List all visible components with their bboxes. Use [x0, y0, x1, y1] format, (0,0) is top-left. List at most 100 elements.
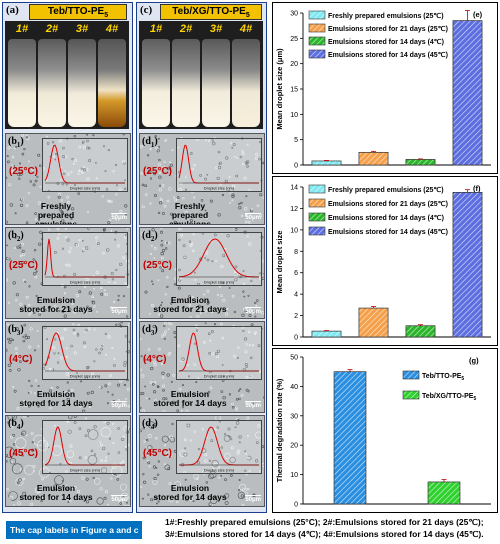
d-size-distribution-inset-3: Droplet size (nm) [176, 326, 262, 380]
d-inset-xlabel-2: Droplet size (nm) [204, 280, 235, 285]
chart-f-legend-label-2: Emulsions stored for 14 days (4℃) [328, 214, 444, 222]
b-panel-letter-close-1: ) [20, 136, 24, 147]
b-panel-letter-text-4: (b [8, 418, 17, 429]
b-distribution-curve-3 [44, 332, 125, 372]
chart-e-legend-label-1: Emulsions stored for 21 days (25℃) [328, 25, 448, 33]
d-inset-xlabel-4: Droplet size (nm) [204, 468, 235, 473]
d-panel-letter-close-3: ) [154, 324, 158, 335]
b-micrograph-texture-1 [6, 134, 128, 224]
b-caption-line-1-2: prepared emulsions [34, 210, 78, 225]
panel-c-title-text: Teb/XG/TTO-PE [172, 6, 246, 17]
d-panel-letter-close-1: ) [154, 136, 158, 147]
chart-e-panel-letter: (e) [473, 10, 483, 19]
chart-g-bar-0 [333, 371, 367, 505]
b-distribution-curve-1 [44, 144, 125, 184]
chart-f-legend-label-1: Emulsions stored for 21 days (25℃) [328, 200, 448, 208]
b-micrograph-1: Droplet size (nm) (b1) (25°C) Freshly prepar… [5, 133, 131, 225]
d-inset-svg-3: Droplet size (nm) [179, 332, 259, 379]
chart-e-bar-1 [358, 151, 389, 166]
d-panel-letter-close-2: ) [154, 230, 158, 241]
chart-g-panel-letter: (g) [469, 356, 479, 365]
vial-c-1-label: 1# [149, 23, 163, 35]
d-size-distribution-inset-4: Droplet size (nm) [176, 420, 262, 474]
b-temperature-label-2: (25°C) [9, 260, 39, 271]
chart-g-legend-label-0: Teb/TTO-PE5 [422, 373, 464, 382]
chart-g-bar-1 [427, 481, 461, 505]
b-micrograph-4: Droplet size (nm) (b4) (45°C) Emulsion store… [5, 415, 131, 507]
chart-f-svg: 0 2 4 6 8 10 12 14 Mean droplet size (f) Freshly p… [275, 184, 491, 342]
d-panel-letter-close-4: ) [154, 418, 158, 429]
d-panel-letter-1: (d1) [142, 136, 158, 149]
chart-e-ytick-label-1: 5 [294, 137, 298, 144]
vial-photo-a: 1# 2# 3# 4# [5, 21, 129, 129]
chart-g-svg: 0 10 20 30 40 50 Thermal degradation rate (%) (… [275, 355, 491, 509]
b-inset-svg-3: Droplet size (nm) [44, 332, 125, 379]
d-caption-1: Freshly prepared emulsions [150, 202, 230, 225]
footnote-line-1: 1#:Freshly prepared emulsions (25°C); 2#… [165, 517, 484, 527]
b-caption-line-4-1: Emulsion [36, 483, 76, 493]
b-temperature-label-3: (4°C) [9, 354, 33, 365]
b-caption-line-2-1: Emulsion [36, 295, 76, 305]
b-inset-svg-1: Droplet size (nm) [44, 144, 125, 191]
d-micrograph-texture-1 [140, 134, 264, 224]
vial-c-1: 1# [142, 23, 170, 127]
d-temperature-label-1: (25°C) [143, 166, 173, 177]
d-scale-bar-3: 50μm [245, 401, 261, 409]
chart-e-ytick-label-0: 0 [294, 163, 298, 170]
d-inset-svg-4: Droplet size (nm) [179, 426, 259, 473]
b-caption-line-2-2: stored for 21 days [19, 304, 93, 314]
chart-e-bar-2 [405, 159, 436, 166]
b-panel-letter-2: (b2) [8, 230, 24, 243]
panel-a-title: Teb/TTO-PE5 [29, 4, 127, 20]
chart-f-ytick-label-7: 14 [290, 185, 298, 192]
chart-g-ytick-label-0: 0 [294, 502, 298, 509]
chart-e-ytick-label-2: 10 [290, 112, 298, 119]
b-panel-letter-3: (b3) [8, 324, 24, 337]
chart-f-bar-2 [405, 325, 436, 338]
chart-g-ylabel: Thermal degradation rate (%) [275, 378, 284, 482]
chart-f-legend-swatch-1 [308, 198, 326, 208]
chart-g-legend-text-1: Teb/XG/TTO-PE [422, 393, 474, 400]
vial-a-2-label: 2# [45, 23, 59, 35]
b-caption-line-4-2: stored for 14 days [19, 492, 93, 502]
chart-e-legend-swatch-3 [308, 49, 326, 59]
chart-f-ytick-label-4: 8 [294, 249, 298, 256]
chart-f-ytick-label-5: 10 [290, 227, 298, 234]
d-micrograph-1: Droplet size (nm) (d1) (25°C) Freshly prepar… [139, 133, 265, 225]
vial-a-2: 2# [38, 23, 66, 127]
chart-f-ytick-label-3: 6 [294, 270, 298, 277]
d-caption-line-1-1: Freshly [174, 201, 206, 211]
d-micrograph-4: Droplet size (nm) (d4) (45°C) Emulsion store… [139, 415, 265, 507]
d-inset-svg-1: Droplet size (nm) [178, 144, 259, 191]
b-distribution-curve-2 [44, 238, 125, 278]
chart-f-ytick-label-1: 2 [294, 313, 298, 320]
d-panel-letter-sub-3: 3 [150, 329, 155, 337]
vial-c-2: 2# [172, 23, 200, 127]
panel-a-title-sub: 5 [104, 12, 109, 19]
d-inset-xlabel-1: Droplet size (nm) [204, 186, 235, 191]
chart-g-legend-swatch-0 [402, 370, 420, 380]
d-scale-bar-1: 50μm [245, 213, 261, 221]
panel-a-title-text: Teb/TTO-PE [47, 6, 105, 17]
d-temperature-label-2: (25°C) [143, 260, 173, 271]
chart-e-ytick-label-4: 20 [290, 61, 298, 68]
b-size-distribution-inset-1: Droplet size (nm) [42, 138, 128, 192]
b-inset-svg-4: Droplet size (nm) [44, 426, 125, 473]
chart-f-legend-label-3: Emulsions stored for 14 days (45℃) [328, 228, 448, 236]
b-scale-bar-2: 50μm [111, 307, 127, 315]
d-temperature-label-3: (4°C) [143, 354, 167, 365]
panel-a-letter: (a) [6, 4, 19, 16]
chart-f-bar-0 [311, 330, 342, 338]
d-panel-letter-4: (d4) [142, 418, 158, 431]
d-caption-line-2-1: Emulsion [170, 295, 210, 305]
vial-photo-c: 1# 2# 3# 4# [139, 21, 263, 129]
b-micrograph-texture-3 [6, 322, 130, 412]
vial-a-1: 1# [8, 23, 36, 127]
chart-g-legend-sub-1: 5 [473, 396, 476, 402]
chart-g-ytick-label-2: 20 [290, 443, 298, 450]
b-panel-letter-text-3: (b [8, 324, 17, 335]
b-caption-line-3-2: stored for 14 days [19, 398, 93, 408]
chart-e-legend-swatch-1 [308, 23, 326, 33]
vial-c-3-label: 3# [209, 23, 223, 35]
b-inset-xlabel-4: Droplet size (nm) [70, 468, 101, 473]
